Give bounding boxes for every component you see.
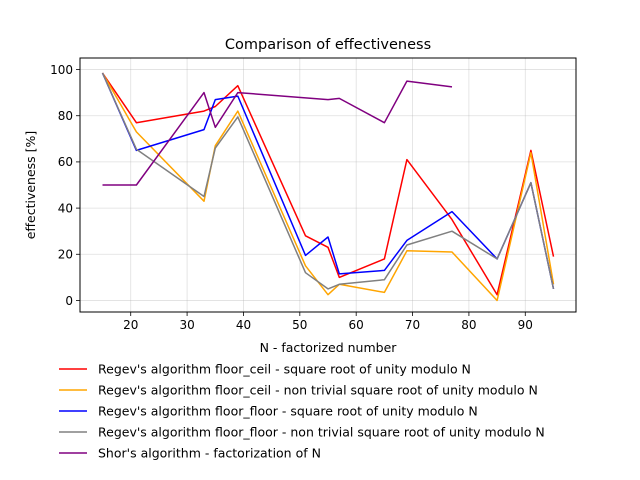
x-tick-label: 50: [292, 318, 307, 332]
x-tick-label: 30: [179, 318, 194, 332]
x-axis-label: N - factorized number: [260, 340, 398, 355]
x-axis-ticks: 20 30 40 50 60 70 80 90: [123, 312, 533, 332]
legend-entry-5: Shor's algorithm - factorization of N: [98, 446, 321, 461]
series-line-1: [101, 72, 555, 296]
series-line-2: [101, 72, 555, 302]
chart-title: Comparison of effectiveness: [225, 37, 431, 53]
y-tick-label: 80: [58, 109, 73, 123]
legend-entry-2: Regev's algorithm floor_ceil - non trivi…: [98, 383, 538, 398]
legend-entry-4: Regev's algorithm floor_floor - non triv…: [98, 425, 545, 440]
y-tick-label: 20: [58, 248, 73, 262]
y-tick-label: 60: [58, 155, 73, 169]
series-lines: [101, 72, 555, 302]
plot-area-frame: [79, 57, 577, 313]
x-tick-label: 90: [518, 318, 533, 332]
series-line-5: [102, 80, 453, 186]
series-line-4: [101, 72, 555, 290]
x-tick-label: 60: [349, 318, 364, 332]
y-tick-label: 100: [50, 63, 73, 77]
x-tick-label: 20: [123, 318, 138, 332]
y-tick-label: 40: [58, 201, 73, 215]
y-axis-label: effectiveness [%]: [23, 131, 38, 240]
legend-entry-3: Regev's algorithm floor_floor - square r…: [98, 404, 478, 419]
y-axis-ticks: 0 20 40 60 80 100: [50, 63, 80, 308]
x-tick-label: 80: [461, 318, 476, 332]
legend-entry-1: Regev's algorithm floor_ceil - square ro…: [98, 362, 471, 377]
x-tick-label: 70: [405, 318, 420, 332]
legend: Regev's algorithm floor_ceil - square ro…: [59, 362, 545, 461]
y-tick-label: 0: [65, 294, 73, 308]
x-tick-label: 40: [236, 318, 251, 332]
series-line-3: [101, 72, 555, 290]
